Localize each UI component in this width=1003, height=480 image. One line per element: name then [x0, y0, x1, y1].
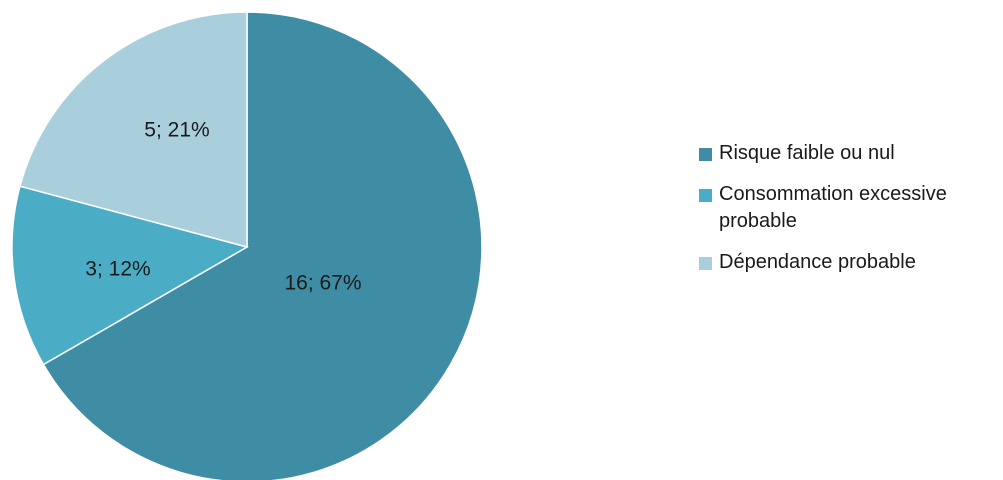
legend-item-dependance: Dépendance probable [697, 249, 997, 276]
legend-swatch-risque-faible [699, 148, 712, 161]
pie-data-label: 16; 67% [284, 272, 361, 295]
legend-label: Consommation excessive probable [719, 183, 947, 232]
legend: Risque faible ou nul Consommation excess… [697, 140, 997, 290]
legend-label: Risque faible ou nul [719, 142, 895, 164]
legend-item-risque-faible: Risque faible ou nul [697, 140, 997, 167]
legend-label: Dépendance probable [719, 251, 916, 273]
pie-data-label: 5; 21% [144, 119, 209, 142]
legend-swatch-consommation-excessive [699, 189, 712, 202]
legend-item-consommation-excessive: Consommation excessive probable [697, 181, 997, 235]
pie-slice [19, 11, 248, 248]
pie-data-labels: 16; 67% 3; 12% 5; 21% [85, 119, 361, 295]
pie-slice [42, 11, 483, 480]
pie-slices [11, 11, 483, 480]
legend-swatch-dependance [699, 257, 712, 270]
pie-data-label: 3; 12% [85, 258, 150, 281]
pie-slice [11, 185, 249, 366]
